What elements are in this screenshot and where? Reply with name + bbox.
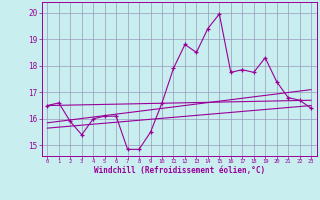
X-axis label: Windchill (Refroidissement éolien,°C): Windchill (Refroidissement éolien,°C)	[94, 166, 265, 175]
